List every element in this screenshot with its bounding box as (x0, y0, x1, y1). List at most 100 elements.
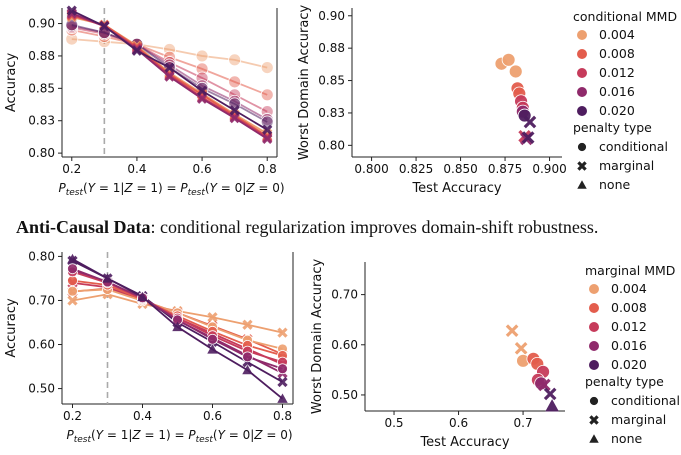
y-tick-label: 0.50 (28, 382, 55, 396)
data-point-conditional-0.008 (228, 75, 242, 89)
data-point-none-0.020 (102, 273, 113, 283)
data-point-conditional-0.016 (207, 333, 218, 345)
scatter-point-marginal-0.004 (514, 341, 528, 355)
legend-label: 0.008 (611, 300, 647, 315)
series-line-conditional-0.012 (71, 26, 268, 113)
legend-label: 0.020 (611, 357, 647, 372)
data-point-marginal-0.004 (242, 319, 253, 330)
y-tick-label: 0.88 (318, 41, 345, 55)
data-point-marginal-0.016 (196, 93, 208, 104)
y-tick-label: 0.83 (318, 106, 345, 120)
legend: marginal MMD 0.004 0.008 0.012 0.016 0.020 pen… (585, 263, 680, 446)
legend-label: 0.004 (611, 281, 647, 296)
data-point-conditional-0.016 (277, 363, 288, 375)
y-axis-label: Worst Domain Accuracy (297, 5, 312, 161)
legend-shape-label: none (599, 177, 630, 192)
scatter-point-conditional-0.004 (501, 52, 516, 67)
legend-shape-label: conditional (599, 139, 668, 154)
x-tick-label: 0.2 (63, 409, 82, 423)
legend-shape-conditional (589, 396, 599, 406)
data-point-marginal-0.020 (196, 85, 208, 97)
y-tick-label: 0.80 (318, 138, 345, 152)
data-point-marginal-0.020 (277, 376, 288, 388)
legend-label: 0.016 (611, 338, 647, 353)
data-point-marginal-0.020 (131, 45, 143, 56)
y-tick-label: 0.80 (28, 146, 55, 160)
legend-swatch-0.008 (577, 49, 587, 59)
x-axis-label: Ptest(Y = 1|Z = 1) = Ptest(Y = 0|Z = 0) (58, 181, 284, 198)
caption-text: : conditional regularization improves do… (150, 217, 599, 237)
chart-top-left: 0.2 0.4 0.6 0.8 0.80 0.83 0.85 0.88 0.90 Accuracy… (4, 5, 285, 198)
legend-title: marginal MMD (585, 263, 675, 278)
x-tick-label: 0.825 (399, 162, 433, 176)
chart-bottom-left: 0.2 0.4 0.6 0.8 0.50 0.60 0.70 0.80 Accuracy Ptes… (4, 249, 294, 445)
y-tick-label: 0.60 (331, 338, 358, 352)
scatter-point-marginal-0.020 (523, 115, 537, 129)
data-point-conditional-0.008 (195, 62, 209, 76)
x-tick-label: 0.6 (193, 162, 212, 176)
x-tick-label: 0.6 (449, 416, 468, 430)
data-point-marginal-0.020 (66, 5, 77, 16)
y-tick-label: 0.80 (28, 249, 55, 263)
x-axis-label: Ptest(Y = 1|Z = 1) = Ptest(Y = 0|Z = 0) (66, 428, 292, 445)
legend-label: 0.012 (599, 65, 635, 80)
x-tick-label: 0.8 (258, 162, 277, 176)
data-point-marginal-0.020 (164, 62, 175, 73)
x-axis-label: Test Accuracy (411, 181, 501, 196)
legend-shape-label: marginal (611, 412, 666, 427)
data-point-none-0.020 (137, 291, 148, 302)
legend-shape-conditional (577, 142, 587, 152)
legend-swatch-0.012 (577, 68, 587, 78)
x-tick-label: 0.900 (532, 162, 566, 176)
chart-top-right: 0.800 0.825 0.850 0.875 0.900 0.80 0.83 0.85 0.8… (297, 5, 677, 196)
scatter-point-none-0.020 (545, 399, 559, 412)
x-tick-label: 0.7 (514, 416, 533, 430)
legend-swatch-0.020 (589, 360, 599, 370)
legend-shape-none (589, 434, 599, 443)
data-point-conditional-0.004 (67, 285, 78, 297)
data-point-none-0.020 (242, 364, 253, 375)
data-point-marginal-0.004 (67, 295, 78, 306)
legend-label: 0.012 (611, 319, 647, 334)
data-point-none-0.020 (277, 393, 288, 403)
y-tick-label: 0.83 (28, 114, 55, 128)
y-tick-label: 0.85 (318, 74, 345, 88)
series-line-conditional-0.008 (71, 29, 268, 96)
x-tick-label: 0.4 (127, 162, 146, 176)
y-axis-label: Accuracy (4, 298, 19, 358)
y-tick-label: 0.90 (318, 9, 345, 23)
scatter-point-marginal-0.004 (505, 324, 519, 338)
legend-shape-label: marginal (599, 158, 654, 173)
y-axis-label: Accuracy (4, 53, 19, 113)
data-point-none-0.020 (172, 321, 183, 332)
y-tick-label: 0.70 (331, 288, 358, 302)
legend-label: 0.008 (599, 46, 635, 61)
x-tick-label: 0.4 (133, 409, 152, 423)
legend-swatch-0.016 (577, 87, 587, 97)
caption-bold: Anti-Causal Data (16, 217, 151, 237)
y-tick-label: 0.70 (28, 293, 55, 307)
x-tick-label: 0.2 (62, 162, 81, 176)
legend-shape-label: conditional (611, 393, 680, 408)
legend-swatch-0.004 (589, 284, 599, 294)
figure-caption: Anti-Causal Data: conditional regulariza… (16, 217, 598, 238)
legend-swatch-0.012 (589, 322, 599, 332)
legend-shape-marginal (577, 161, 587, 171)
legend-shape-title: penalty type (573, 120, 652, 135)
legend-swatch-0.004 (577, 30, 587, 40)
scatter-point-marginal-0.020 (521, 131, 535, 144)
legend-swatch-0.008 (589, 303, 599, 313)
legend-shape-label: none (611, 431, 642, 446)
series-line-conditional-0.004 (71, 38, 268, 69)
x-tick-label: 0.800 (354, 162, 388, 176)
data-point-marginal-0.020 (229, 105, 240, 116)
scatter-point-conditional-0.004 (508, 64, 523, 79)
legend-swatch-0.016 (589, 341, 599, 351)
data-point-conditional-0.004 (195, 49, 209, 63)
data-point-marginal-0.016 (229, 112, 240, 124)
chart-bottom-right: 0.5 0.6 0.7 0.50 0.60 0.70 Worst Domain Accura… (310, 259, 680, 450)
data-point-marginal-0.004 (277, 327, 288, 338)
data-point-conditional-0.016 (67, 263, 78, 275)
x-axis-label: Test Accuracy (419, 435, 509, 450)
y-tick-label: 0.90 (28, 17, 55, 31)
